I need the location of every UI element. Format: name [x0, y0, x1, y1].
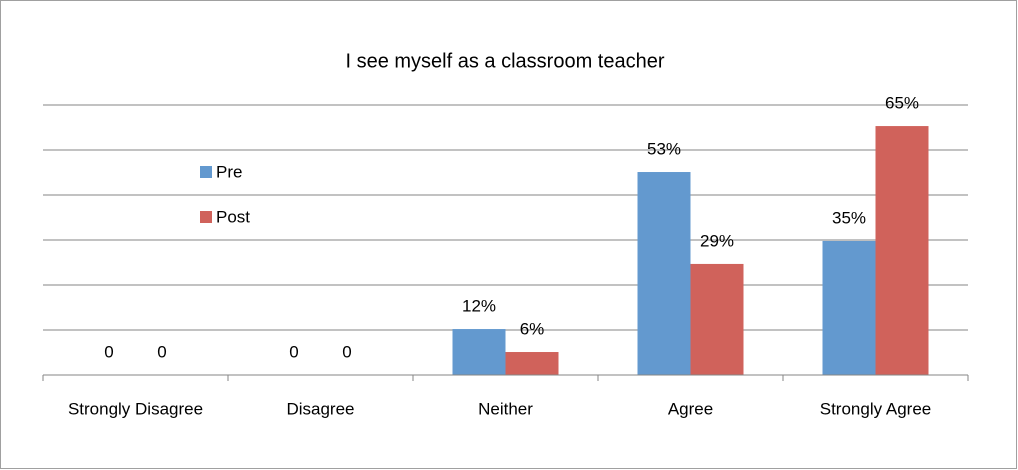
bar [822, 240, 876, 375]
data-label: 0 [104, 342, 113, 361]
bar [637, 172, 691, 375]
legend-swatch [200, 166, 212, 178]
bar [452, 329, 506, 375]
bar [690, 263, 744, 375]
bar [875, 126, 929, 375]
data-label: 29% [700, 231, 734, 250]
bar [505, 352, 559, 375]
data-label: 65% [885, 94, 919, 113]
legend-label: Pre [216, 162, 242, 181]
data-label: 35% [832, 208, 866, 227]
x-tick-label: Strongly Disagree [68, 399, 203, 418]
data-label: 53% [647, 140, 681, 159]
data-label: 0 [157, 342, 166, 361]
chart-title: I see myself as a classroom teacher [345, 50, 664, 72]
x-tick-label: Neither [478, 399, 533, 418]
x-tick-label: Agree [668, 399, 713, 418]
legend-swatch [200, 211, 212, 223]
x-tick-label: Disagree [286, 399, 354, 418]
x-tick-label: Strongly Agree [820, 399, 932, 418]
legend-label: Post [216, 207, 250, 226]
data-label: 12% [462, 297, 496, 316]
data-label: 0 [342, 342, 351, 361]
data-label: 6% [520, 320, 545, 339]
data-label: 0 [289, 342, 298, 361]
